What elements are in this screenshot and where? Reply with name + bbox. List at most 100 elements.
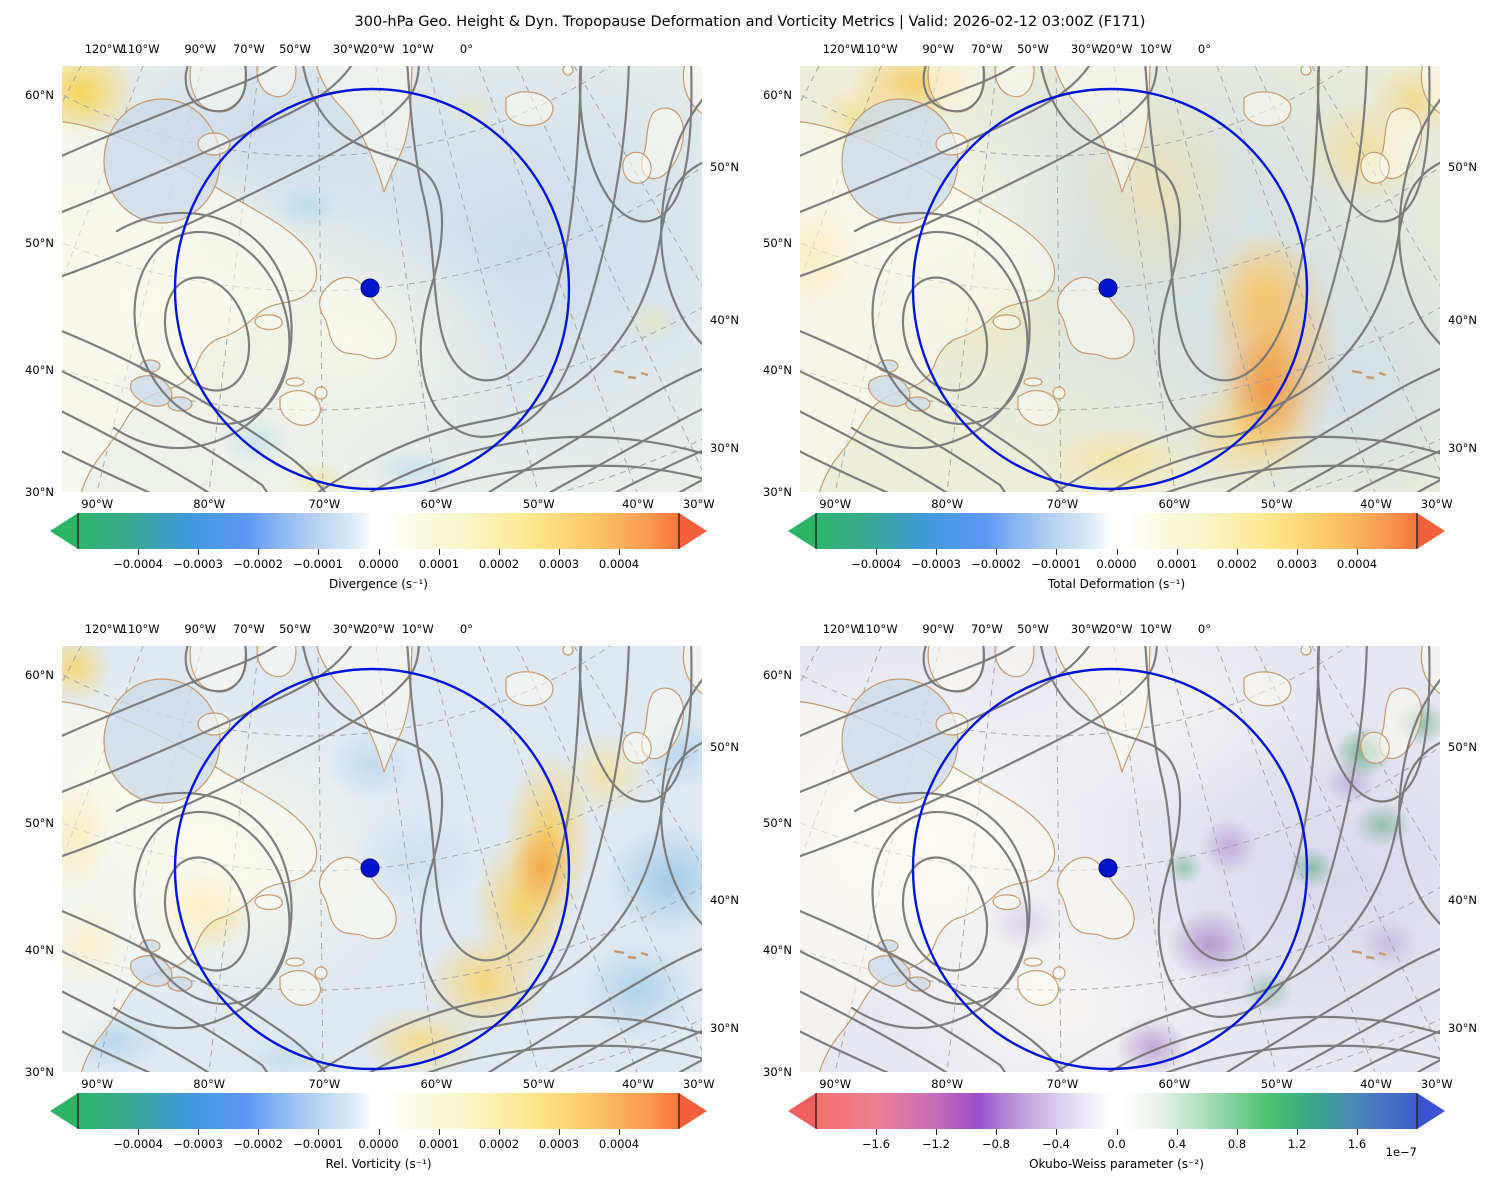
- lon-label-bottom: 50°W: [1260, 497, 1293, 511]
- station-marker-icon: [360, 858, 380, 878]
- lon-label-bottom: 90°W: [81, 497, 114, 511]
- colorbar-tick: [876, 549, 877, 555]
- colorbar-tick: [1297, 549, 1298, 555]
- azores-islands: [1351, 949, 1387, 960]
- panel-divergence-map: [62, 66, 702, 492]
- colorbar-tick: [1357, 1129, 1358, 1135]
- colorbar-tick-label: 0.0002: [1216, 557, 1258, 571]
- station-marker-icon: [1098, 858, 1118, 878]
- colorbar-label: Divergence (s⁻¹): [329, 577, 428, 591]
- lon-label-top: 70°W: [970, 622, 1003, 636]
- lon-label-top: 120°W: [84, 622, 124, 636]
- colorbar-tick-label: 0.8: [1227, 1137, 1247, 1151]
- colorbar-tick-label: −0.0004: [113, 1137, 163, 1151]
- lon-label-bottom: 70°W: [308, 1077, 341, 1091]
- colorbar-tick-label: 0.0004: [598, 557, 640, 571]
- colorbar-tick: [1056, 549, 1057, 555]
- colorbar-tick-label: 1.2: [1287, 1137, 1307, 1151]
- lon-label-top: 20°W: [362, 622, 395, 636]
- colorbar-tick-label: −0.0001: [293, 557, 343, 571]
- colorbar-tick-label: −1.6: [862, 1137, 890, 1151]
- lat-label-right: 50°N: [710, 159, 739, 174]
- lat-label-left: 40°N: [25, 362, 54, 377]
- lon-label-top: 120°W: [822, 622, 862, 636]
- coastlines: [62, 646, 702, 1072]
- station-marker-icon: [1098, 278, 1118, 298]
- colorbar-tick: [936, 549, 937, 555]
- lon-label-bottom: 30°W: [682, 1077, 715, 1091]
- colorbar-tick: [1116, 549, 1118, 555]
- lon-label-bottom: 80°W: [931, 1077, 964, 1091]
- lon-label-bottom: 60°W: [1158, 1077, 1191, 1091]
- panel-deformation-map: [800, 66, 1440, 492]
- lat-label-right: 50°N: [1448, 739, 1477, 754]
- lat-label-right: 30°N: [710, 441, 739, 456]
- lon-label-top: 10°W: [401, 42, 434, 56]
- colorbar-tick-label: 0.0000: [358, 557, 399, 571]
- colorbar-tick: [258, 549, 259, 555]
- azores-islands: [613, 949, 649, 960]
- colorbar-tick: [439, 1129, 440, 1135]
- lon-label-bottom: 40°W: [1360, 1077, 1392, 1091]
- coastlines: [800, 646, 1440, 1072]
- lat-label-left: 60°N: [763, 87, 792, 102]
- colorbar-tick: [619, 1129, 620, 1135]
- colorbar-tick-label: −0.4: [1042, 1137, 1070, 1151]
- range-ring: [173, 667, 571, 1071]
- lon-label-top: 110°W: [120, 42, 160, 56]
- colorbar-tick: [138, 1129, 139, 1135]
- lon-label-top: 90°W: [184, 42, 217, 56]
- lat-label-left: 40°N: [763, 362, 792, 377]
- lon-label-top: 50°W: [1017, 42, 1049, 56]
- colorbar-label: Okubo-Weiss parameter (s⁻²): [1029, 1157, 1204, 1171]
- colorbar-tick: [499, 549, 500, 555]
- lon-label-top: 90°W: [922, 42, 955, 56]
- colorbar-tick-label: 0.0000: [358, 1137, 399, 1151]
- lon-label-bottom: 60°W: [420, 1077, 453, 1091]
- colorbar-tick-label: −1.2: [922, 1137, 950, 1151]
- lon-label-bottom: 40°W: [1360, 497, 1392, 511]
- lon-label-bottom: 40°W: [622, 497, 654, 511]
- lon-label-top: 30°W: [332, 622, 365, 636]
- colorbar-tick: [1237, 549, 1238, 555]
- lon-label-top: 0°: [1197, 622, 1212, 636]
- range-ring: [911, 87, 1309, 491]
- lat-label-left: 50°N: [763, 235, 792, 250]
- colorbar-label: Rel. Vorticity (s⁻¹): [325, 1157, 432, 1171]
- height-contours: [800, 646, 1440, 1072]
- lat-label-left: 30°N: [25, 1065, 54, 1079]
- colorbar-tick: [1237, 1129, 1238, 1135]
- height-contours: [800, 66, 1440, 492]
- lon-label-bottom: 90°W: [81, 1077, 114, 1091]
- colorbar-tick: [1177, 549, 1178, 555]
- lat-label-left: 60°N: [25, 87, 54, 102]
- lat-label-right: 50°N: [1448, 159, 1477, 174]
- colorbar-label: Total Deformation (s⁻¹): [1047, 577, 1186, 591]
- colorbar-tick-label: −0.0003: [173, 557, 223, 571]
- lon-label-top: 120°W: [822, 42, 862, 56]
- lon-label-top: 10°W: [401, 622, 434, 636]
- lon-label-bottom: 70°W: [1046, 497, 1079, 511]
- lon-label-top: 50°W: [1017, 622, 1049, 636]
- colorbar-tick: [499, 1129, 500, 1135]
- colorbar-tick-label: −0.0004: [851, 557, 901, 571]
- colorbar-vorticity: [50, 1093, 707, 1129]
- colorbar-tick: [1297, 1129, 1298, 1135]
- lat-label-right: 30°N: [1448, 1021, 1477, 1036]
- colorbar-tick-label: 0.0004: [1336, 557, 1378, 571]
- lat-label-left: 30°N: [763, 1065, 792, 1079]
- lon-label-top: 10°W: [1139, 622, 1172, 636]
- lon-label-top: 30°W: [1070, 622, 1103, 636]
- lon-label-top: 50°W: [279, 42, 311, 56]
- lon-label-bottom: 60°W: [1158, 497, 1191, 511]
- lon-label-bottom: 50°W: [522, 497, 555, 511]
- great-lakes: [130, 359, 193, 412]
- lon-label-bottom: 80°W: [193, 497, 226, 511]
- colorbar-tick: [559, 1129, 560, 1135]
- height-contours: [62, 646, 702, 1072]
- lon-label-top: 50°W: [279, 622, 311, 636]
- colorbar-tick-label: 0.0001: [1156, 557, 1198, 571]
- panel-vorticity-map: [62, 646, 702, 1072]
- colorbar-tick-label: −0.0003: [911, 557, 961, 571]
